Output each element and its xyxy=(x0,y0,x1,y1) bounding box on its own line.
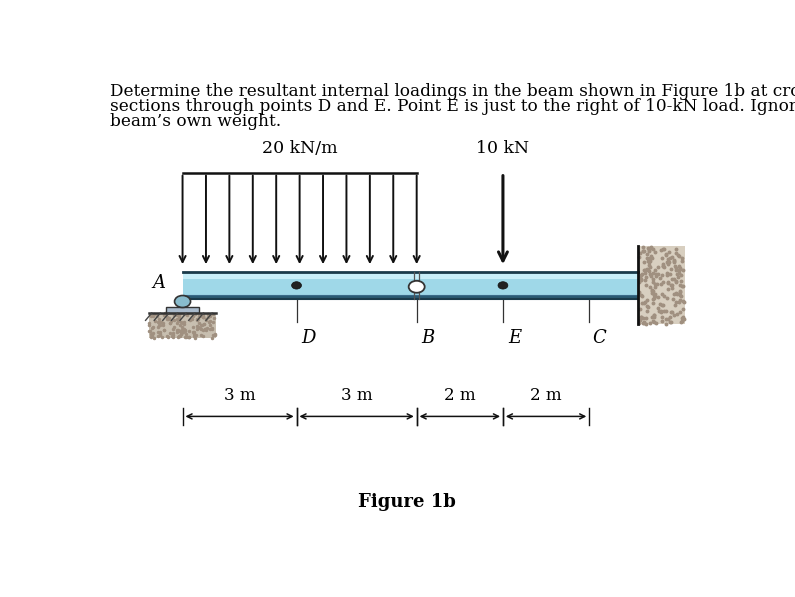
Circle shape xyxy=(175,296,191,307)
Text: 3 m: 3 m xyxy=(223,386,255,404)
Bar xyxy=(183,272,638,278)
Text: D: D xyxy=(301,329,316,347)
Bar xyxy=(165,307,200,313)
Text: 10 kN: 10 kN xyxy=(476,140,529,156)
Text: Figure 1b: Figure 1b xyxy=(359,493,456,510)
Text: 2 m: 2 m xyxy=(444,386,475,404)
Text: Determine the resultant internal loadings in the beam shown in Figure 1b at cros: Determine the resultant internal loading… xyxy=(111,83,795,100)
Circle shape xyxy=(498,282,508,289)
Text: 20 kN/m: 20 kN/m xyxy=(262,140,337,156)
Circle shape xyxy=(292,282,301,289)
Text: 3 m: 3 m xyxy=(341,386,372,404)
Text: B: B xyxy=(421,329,435,347)
Text: A: A xyxy=(153,274,165,292)
Text: beam’s own weight.: beam’s own weight. xyxy=(111,113,281,131)
Bar xyxy=(183,272,638,299)
Text: sections through points D and E. Point E is just to the right of 10-kN load. Ign: sections through points D and E. Point E… xyxy=(111,99,795,115)
Bar xyxy=(183,296,638,299)
Text: C: C xyxy=(592,329,606,347)
Bar xyxy=(149,313,216,338)
Text: 2 m: 2 m xyxy=(530,386,562,404)
Bar xyxy=(638,247,684,325)
Circle shape xyxy=(409,281,425,293)
Text: E: E xyxy=(508,329,521,347)
